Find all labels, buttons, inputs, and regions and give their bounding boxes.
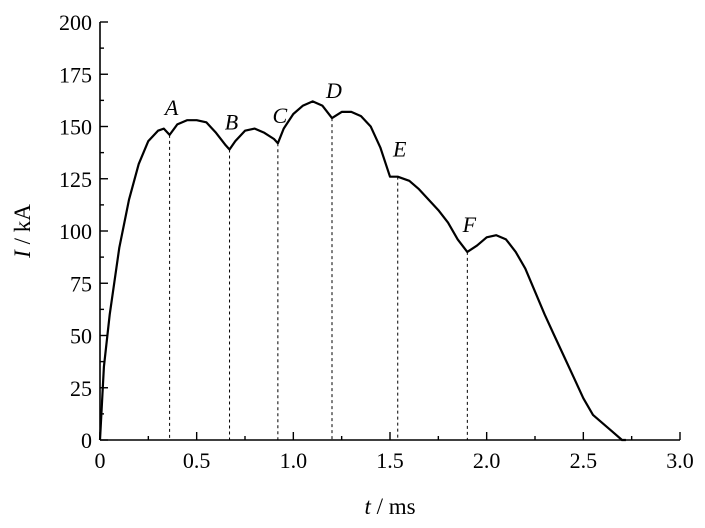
y-tick-label: 50 <box>70 324 92 349</box>
y-tick-label: 0 <box>81 428 92 453</box>
y-tick-label: 200 <box>59 10 92 35</box>
point-label-F: F <box>462 212 477 237</box>
x-tick-label: 3.0 <box>666 448 694 473</box>
tick-marks <box>99 21 681 441</box>
y-tick-label: 100 <box>59 219 92 244</box>
y-axis-var: I <box>10 249 35 259</box>
series <box>98 100 626 442</box>
x-tick-label: 2.5 <box>570 448 598 473</box>
y-tick-label: 175 <box>59 62 92 87</box>
x-tick-label: 1.0 <box>280 448 308 473</box>
y-axis-title: I / kA <box>10 204 35 259</box>
x-tick-labels: 0 0.5 1.0 1.5 2.0 2.5 3.0 <box>95 448 694 473</box>
point-label-A: A <box>163 95 179 120</box>
y-tick-labels: 0 25 50 75 100 125 150 175 200 <box>59 10 92 453</box>
x-axis-unit: / ms <box>371 494 416 519</box>
x-tick-label: 1.5 <box>376 448 404 473</box>
y-tick-label: 125 <box>59 167 92 192</box>
axes <box>99 22 680 441</box>
point-label-C: C <box>273 103 288 128</box>
x-axis-var: t <box>364 494 371 519</box>
dotted-marker-lines <box>169 118 468 440</box>
point-label-D: D <box>325 78 342 103</box>
x-axis-title: t / ms <box>364 494 415 519</box>
x-tick-label: 2.0 <box>473 448 501 473</box>
y-axis-unit: / kA <box>10 204 35 250</box>
x-tick-label: 0 <box>95 448 106 473</box>
y-tick-label: 25 <box>70 376 92 401</box>
point-labels: A B C D E F <box>163 78 477 237</box>
point-label-B: B <box>225 109 238 134</box>
current-series-line <box>98 100 626 442</box>
point-label-E: E <box>392 137 407 162</box>
y-tick-label: 75 <box>70 271 92 296</box>
y-tick-label: 150 <box>59 115 92 140</box>
x-tick-label: 0.5 <box>183 448 211 473</box>
